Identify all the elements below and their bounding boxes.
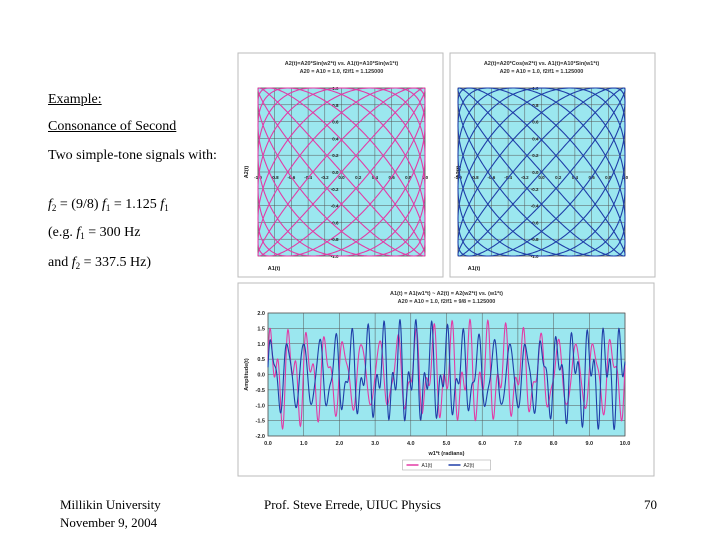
tick-label-x: -0.2 (321, 175, 329, 180)
chart-subtitle: A20 = A10 = 1.0, f2/f1 = 1.125000 (500, 69, 584, 75)
chart-title: A1(t) = A1(w1*t) ~ A2(t) = A2(w2*t) vs. … (390, 291, 503, 297)
tick-label-x: 2.0 (336, 441, 344, 447)
tick-label-y: 0.4 (532, 136, 539, 141)
tick-label-x: 6.0 (478, 441, 486, 447)
tick-label-y: 0.6 (532, 120, 539, 125)
tick-label-x: 3.0 (371, 441, 379, 447)
tick-label-y: 0.8 (532, 103, 539, 108)
chart-title: A2(t)=A20*Sin(w2*t) vs. A1(t)=A10*Sin(w1… (285, 61, 399, 67)
tick-label-y: -1.0 (256, 403, 265, 409)
chart-subtitle: A20 = A10 = 1.0, f2/f1 = 1.125000 (300, 69, 384, 75)
tick-label-x: 0.2 (355, 175, 362, 180)
tick-label-y: -1.0 (331, 254, 339, 259)
tick-label-y: -2.0 (256, 434, 265, 440)
x-axis-label: A1(t) (268, 266, 281, 272)
footer-university: Millikin University (60, 497, 161, 512)
page-number: 70 (644, 497, 657, 512)
tick-label-y: -0.8 (331, 237, 339, 242)
example-label: Example: (48, 92, 102, 107)
tick-label-x: -0.8 (271, 175, 279, 180)
tick-label-y: -0.2 (531, 187, 539, 192)
lissajous-curve (257, 87, 426, 257)
tick-label-x: 1.0 (300, 441, 308, 447)
tick-label-x: 0.8 (605, 175, 612, 180)
tick-label-y: 0.2 (332, 153, 339, 158)
tick-label-x: 1.0 (422, 175, 429, 180)
tick-label-y: 2.0 (257, 311, 265, 317)
x-axis-label: w1*t (radians) (427, 451, 464, 457)
footer-institution: Millikin University November 9, 2004 (60, 496, 161, 532)
tick-label-x: 7.0 (514, 441, 522, 447)
tick-label-x: -0.2 (521, 175, 529, 180)
example-f1: (e.g. f1 = 300 Hz (48, 225, 141, 241)
tick-label-y: -1.5 (256, 419, 265, 425)
chart-1: A2(t)=A20*Sin(w2*t) vs. A1(t)=A10*Sin(w1… (237, 52, 444, 278)
tick-label-y: -0.5 (256, 388, 265, 394)
tick-label-x: 10.0 (620, 441, 631, 447)
tick-label-y: -0.6 (331, 220, 339, 225)
tick-label-x: -0.8 (471, 175, 479, 180)
tick-label-x: 0.0 (264, 441, 272, 447)
tick-label-x: 1.0 (622, 175, 629, 180)
tick-label-y: -0.2 (331, 187, 339, 192)
tick-label-x: 9.0 (585, 441, 593, 447)
slide-title: Consonance of Second (48, 119, 177, 134)
tick-label-y: 0.0 (532, 170, 539, 175)
frequency-equation: f2 = (9/8) f1 = 1.125 f1 (48, 197, 169, 213)
tick-label-x: 4.0 (407, 441, 415, 447)
tick-label-x: 0.0 (338, 175, 345, 180)
tick-label-y: 0.8 (332, 103, 339, 108)
chart-subtitle: A20 = A10 = 1.0, f2/f1 = 9/8 = 1.125000 (398, 299, 496, 305)
slide-description: Two simple-tone signals with: (48, 148, 217, 163)
legend-box (402, 459, 491, 471)
footer-date: November 9, 2004 (60, 515, 158, 530)
tick-label-y: 0.5 (257, 357, 265, 363)
tick-label-y: 0.6 (332, 120, 339, 125)
tick-label-y: -1.0 (531, 254, 539, 259)
tick-label-y: -0.4 (331, 204, 339, 209)
tick-label-x: 8.0 (550, 441, 558, 447)
tick-label-x: 0.0 (538, 175, 545, 180)
tick-label-y: 0.2 (532, 153, 539, 158)
chart-title: A2(t)=A20*Cos(w2*t) vs. A1(t)=A10*Sin(w1… (484, 61, 599, 67)
tick-label-y: 1.0 (257, 342, 265, 348)
legend-label: A2(t) (464, 463, 475, 469)
tick-label-y: -0.4 (531, 204, 539, 209)
tick-label-y: 1.5 (257, 326, 265, 332)
series-line-1 (267, 318, 626, 431)
tick-label-y: 0.4 (332, 136, 339, 141)
legend-label: A1(t) (422, 463, 433, 469)
tick-label-y: 0.0 (257, 373, 265, 379)
footer-author: Prof. Steve Errede, UIUC Physics (264, 497, 441, 512)
series-line-2 (267, 318, 626, 431)
chart-2: A2(t)=A20*Cos(w2*t) vs. A1(t)=A10*Sin(w1… (449, 52, 656, 278)
x-axis-label: A1(t) (468, 266, 481, 272)
y-axis-label: A2(t) (244, 166, 250, 179)
legend: A1(t) A2(t) (402, 459, 491, 471)
tick-label-y: 0.0 (332, 170, 339, 175)
tick-label-x: 0.8 (405, 175, 412, 180)
chart-3: A1(t) = A1(w1*t) ~ A2(t) = A2(w2*t) vs. … (237, 282, 655, 477)
example-f2: and f2 = 337.5 Hz) (48, 255, 151, 271)
y-axis-label: Amplitude(t) (244, 358, 250, 391)
tick-label-x: 0.2 (555, 175, 562, 180)
tick-label-x: 5.0 (443, 441, 451, 447)
lissajous-curve (457, 87, 626, 257)
tick-label-y: -0.8 (531, 237, 539, 242)
tick-label-y: -0.6 (531, 220, 539, 225)
